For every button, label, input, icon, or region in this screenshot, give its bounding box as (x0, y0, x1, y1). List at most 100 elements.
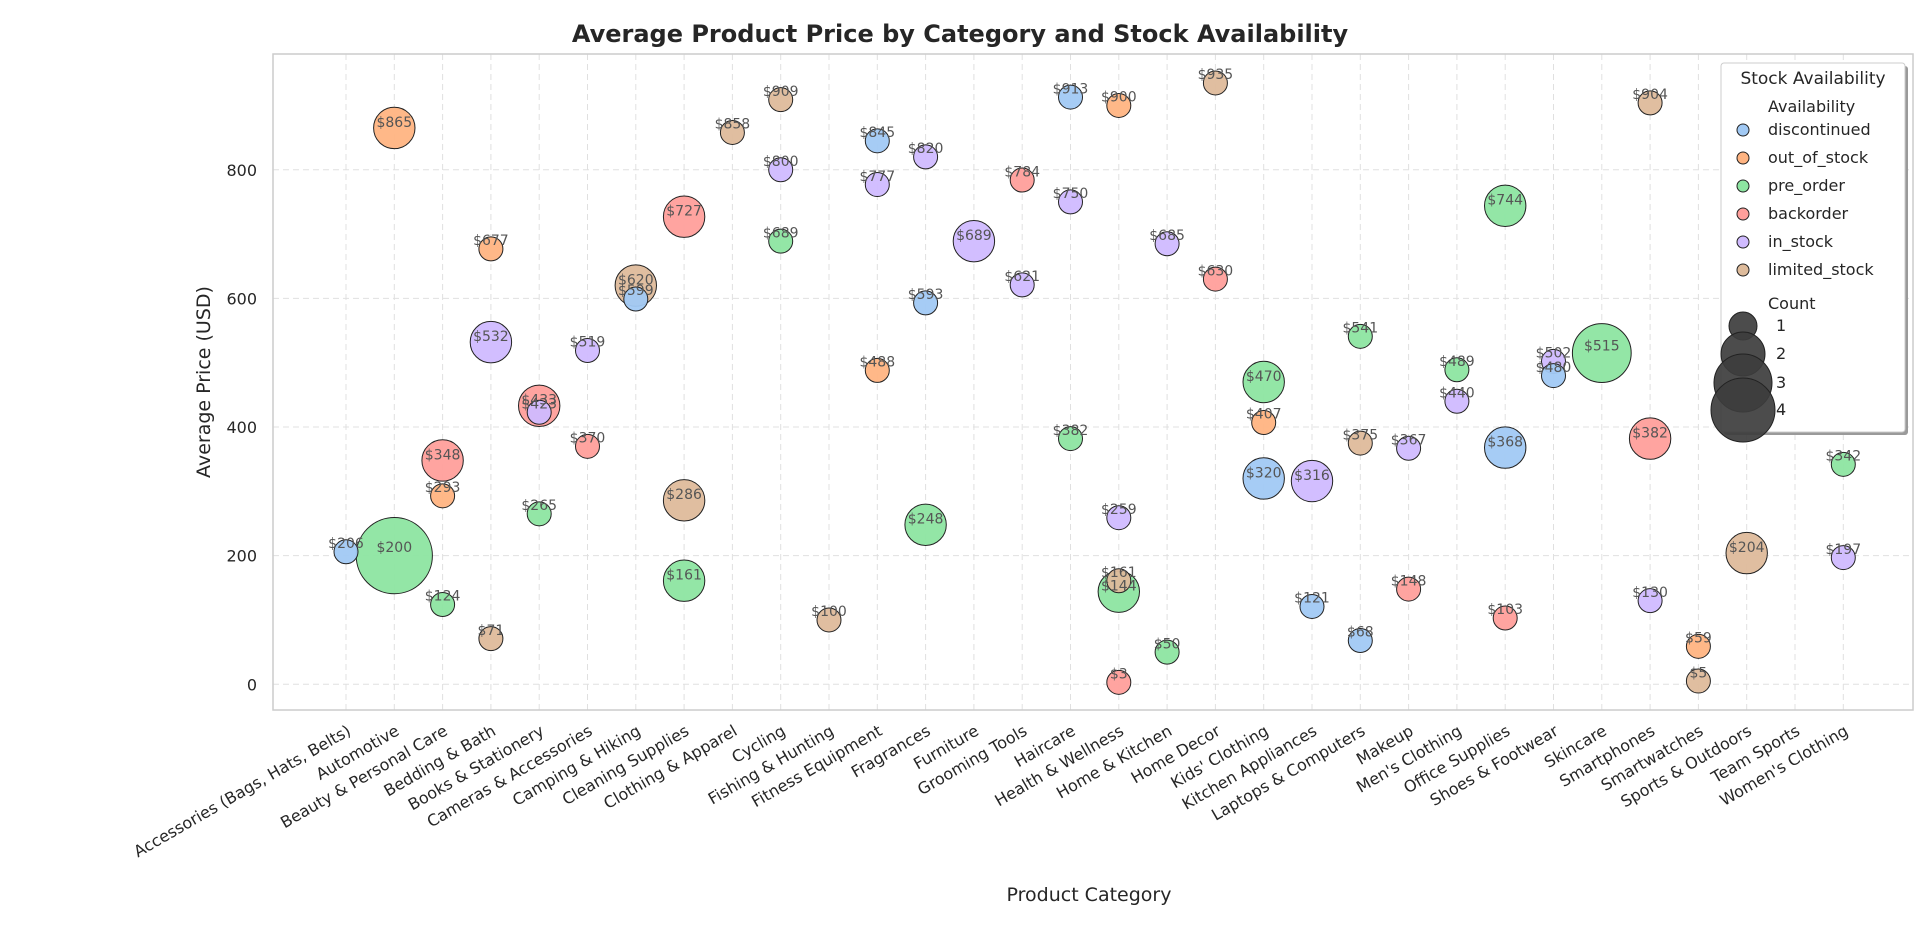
legend-size-label: 4 (1776, 400, 1786, 419)
bubble-point (1541, 363, 1566, 389)
bubble-point (1444, 388, 1470, 414)
legend-size-label: 2 (1776, 344, 1786, 363)
data-label: $489 (1439, 354, 1475, 370)
bubble-point (1058, 84, 1083, 110)
legend-title: Stock Availability (1740, 69, 1885, 89)
bubble-point (469, 320, 513, 364)
data-label: $913 (1053, 81, 1089, 97)
bubble-point (904, 503, 947, 546)
y-tick-label: 400 (226, 418, 257, 437)
y-tick-label: 600 (226, 289, 257, 308)
data-label: $368 (1487, 434, 1523, 450)
data-label: $677 (473, 233, 509, 249)
bubble-point (768, 228, 794, 254)
bubble-point (952, 219, 996, 263)
bubble-point (1106, 669, 1132, 695)
data-label: $599 (618, 283, 654, 299)
data-label: $532 (473, 329, 509, 345)
data-label: $630 (1198, 263, 1234, 279)
bubble-point (575, 433, 600, 459)
bubble-point (1396, 435, 1422, 461)
data-label: $348 (425, 447, 461, 463)
data-label: $370 (570, 431, 606, 447)
bubble-point (526, 399, 552, 425)
bubble-point (1830, 545, 1856, 571)
bubble-point (478, 626, 504, 652)
data-label: $800 (763, 154, 799, 170)
bubble-series: $206$865$200$348$293$124$677$532$71$433$… (328, 67, 1861, 695)
data-label: $689 (763, 225, 799, 241)
bubble-point (1106, 505, 1132, 531)
legend-entry-label: in_stock (1768, 232, 1834, 252)
data-label: $541 (1342, 321, 1378, 337)
bubble-point (662, 195, 706, 238)
data-label: $161 (666, 568, 702, 584)
legend-swatch (1736, 179, 1750, 193)
data-label: $148 (1391, 573, 1427, 589)
chart-title: Average Product Price by Category and St… (572, 20, 1349, 48)
bubble-point (768, 87, 794, 113)
bubble-point (1396, 576, 1422, 602)
data-label: $161 (1101, 565, 1137, 581)
data-label: $265 (521, 498, 557, 514)
bubble-point (1484, 426, 1527, 469)
data-label: $367 (1391, 432, 1427, 448)
data-label: $59 (1685, 631, 1712, 647)
data-label: $121 (1294, 591, 1330, 607)
data-label: $293 (425, 480, 461, 496)
x-axis-ticks: Accessories (Bags, Hats, Belts)Automotiv… (130, 721, 1851, 861)
bubble-point (333, 539, 359, 565)
bubble-point (1290, 459, 1334, 503)
data-label: $519 (570, 335, 606, 351)
legend-box (1720, 62, 1906, 433)
data-label: $593 (908, 287, 944, 303)
bubble-point (1299, 593, 1325, 619)
bubble-point (1830, 451, 1856, 477)
data-label: $744 (1487, 193, 1523, 209)
legend-swatch (1736, 151, 1750, 165)
data-label: $820 (908, 141, 944, 157)
data-label: $204 (1729, 540, 1765, 556)
data-label: $407 (1246, 407, 1282, 423)
bubble-point (1058, 189, 1083, 215)
bubble-point (864, 357, 890, 383)
legend-size-label: 1 (1776, 316, 1786, 335)
data-label: $382 (1053, 423, 1089, 439)
data-label: $685 (1149, 228, 1185, 244)
bubble-point (478, 236, 504, 262)
data-label: $124 (425, 589, 461, 605)
data-label: $750 (1053, 186, 1089, 202)
bubble-point (1444, 357, 1470, 383)
legend-swatch (1736, 263, 1750, 277)
x-axis-label: Product Category (1007, 884, 1172, 906)
data-label: $382 (1632, 425, 1668, 441)
data-label: $316 (1294, 468, 1330, 484)
data-label: $248 (908, 512, 944, 528)
y-tick-label: 800 (226, 161, 257, 180)
bubble-point (1154, 639, 1180, 665)
bubble-point (526, 501, 552, 527)
bubble-point (1628, 417, 1672, 460)
legend-size-title: Count (1768, 294, 1816, 313)
data-label: $865 (376, 115, 412, 131)
data-label: $784 (1004, 164, 1040, 180)
bubble-point (1347, 628, 1373, 654)
data-label: $144 (1101, 579, 1137, 595)
data-label: $777 (859, 169, 895, 185)
bubble-point (913, 144, 939, 170)
bubble-point (864, 128, 890, 154)
bubble-point (430, 592, 456, 618)
legend-entry-label: backorder (1768, 204, 1849, 223)
bubble-point (719, 119, 745, 145)
data-label: $50 (1154, 636, 1181, 652)
data-label: $200 (376, 540, 412, 556)
legend-hue-title: Availability (1768, 97, 1855, 116)
bubble-point (1058, 426, 1083, 452)
bubble-point (1242, 360, 1285, 404)
legend-swatch (1736, 123, 1750, 137)
data-label: $71 (478, 623, 505, 639)
y-axis-label: Average Price (USD) (193, 286, 215, 478)
bubble-point (1685, 633, 1711, 659)
legend-entry-label: discontinued (1768, 120, 1871, 139)
